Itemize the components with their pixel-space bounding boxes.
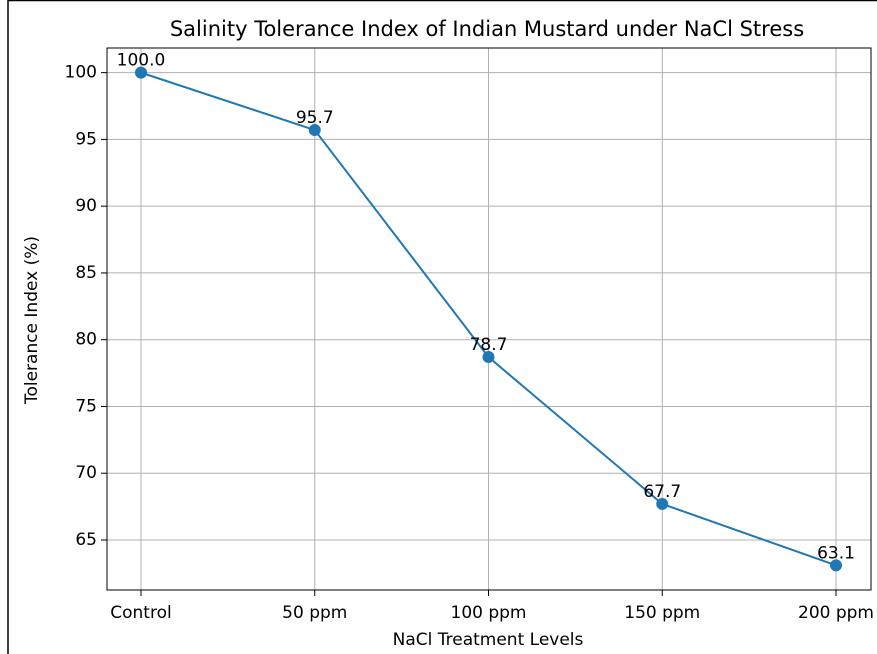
chart-title: Salinity Tolerance Index of Indian Musta… xyxy=(170,17,804,41)
y-axis-label: Tolerance Index (%) xyxy=(22,236,42,405)
data-label: 95.7 xyxy=(296,108,334,128)
frame xyxy=(7,0,877,654)
x-axis-label: NaCl Treatment Levels xyxy=(393,630,584,650)
point xyxy=(482,351,495,364)
point xyxy=(135,66,147,79)
x-tick-label: Control xyxy=(110,603,171,623)
plot-area xyxy=(106,47,872,591)
y-tick-label: 75 xyxy=(75,396,97,416)
x-tick-label: 150 ppm xyxy=(624,603,700,623)
y-tick-label: 100 xyxy=(65,63,97,83)
point xyxy=(830,559,842,572)
point xyxy=(656,497,669,510)
x-tick-label: 200 ppm xyxy=(798,603,874,623)
x-tick-label: 100 ppm xyxy=(451,603,527,623)
x-tick-label: 50 ppm xyxy=(282,603,347,623)
y-tick-label: 95 xyxy=(75,129,97,149)
y-tick-label: 90 xyxy=(75,196,97,216)
y-tick-label: 65 xyxy=(75,530,97,550)
y-tick-label: 70 xyxy=(75,463,97,483)
y-tick-label: 85 xyxy=(75,263,97,283)
data-label: 63.1 xyxy=(817,543,855,563)
point xyxy=(308,124,321,137)
y-tick-label: 80 xyxy=(75,330,97,350)
data-label: 67.7 xyxy=(643,482,681,502)
data-label: 100.0 xyxy=(117,51,166,71)
data-label: 78.7 xyxy=(470,335,508,355)
